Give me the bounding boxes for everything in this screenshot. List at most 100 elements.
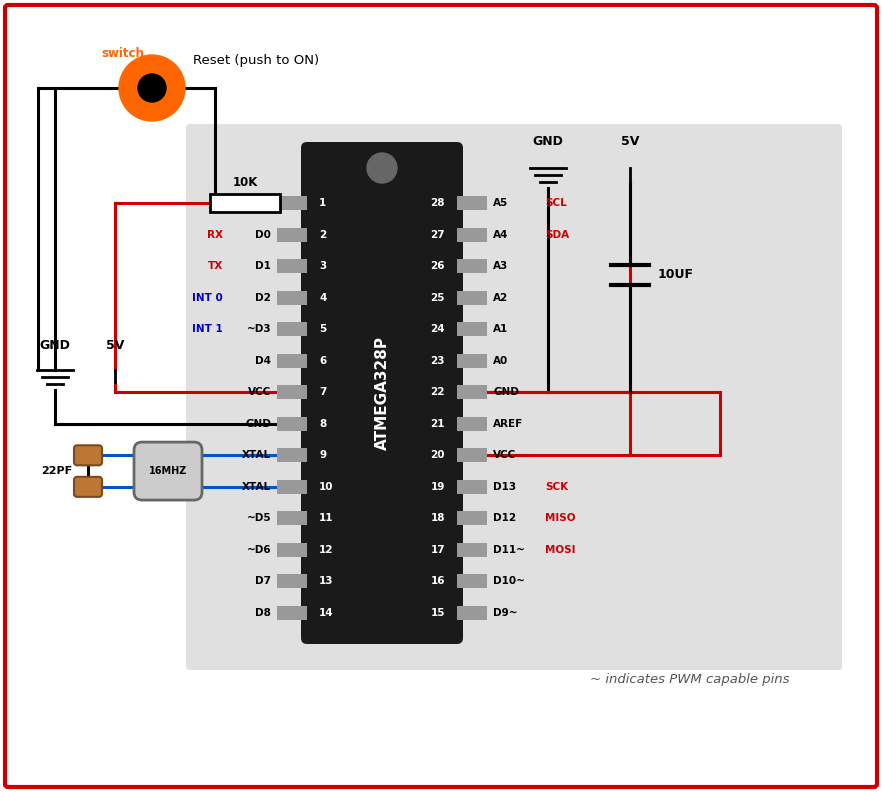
Text: A2: A2: [493, 292, 508, 303]
Bar: [277, 448, 307, 463]
Text: MOSI: MOSI: [545, 545, 575, 555]
Text: 3: 3: [319, 261, 326, 271]
Bar: [457, 480, 487, 494]
Text: ~D3: ~D3: [246, 324, 271, 334]
Text: D7: D7: [255, 577, 271, 586]
Bar: [457, 291, 487, 305]
Text: ~D5: ~D5: [246, 513, 271, 524]
Text: A0: A0: [493, 356, 508, 366]
Text: XTAL: XTAL: [242, 451, 271, 460]
Bar: [210, 194, 280, 212]
Bar: [457, 259, 487, 273]
Text: TX: TX: [208, 261, 223, 271]
Text: D0: D0: [255, 230, 271, 239]
Bar: [277, 354, 307, 367]
FancyBboxPatch shape: [134, 442, 202, 500]
Bar: [457, 385, 487, 399]
Text: 14: 14: [319, 608, 333, 618]
Text: D2: D2: [255, 292, 271, 303]
Text: switch: switch: [101, 47, 144, 60]
Bar: [277, 417, 307, 431]
FancyBboxPatch shape: [186, 124, 842, 670]
Text: 13: 13: [319, 577, 333, 586]
Bar: [457, 196, 487, 210]
Text: 17: 17: [430, 545, 445, 555]
Bar: [277, 196, 307, 210]
Text: 10UF: 10UF: [658, 268, 694, 281]
Bar: [277, 512, 307, 525]
Text: D1: D1: [255, 261, 271, 271]
Text: 10: 10: [319, 482, 333, 492]
Text: ~D6: ~D6: [246, 545, 271, 555]
Text: D4: D4: [255, 356, 271, 366]
Bar: [277, 385, 307, 399]
Circle shape: [367, 153, 397, 183]
Bar: [457, 574, 487, 588]
Bar: [457, 606, 487, 620]
Text: 22: 22: [430, 387, 445, 398]
Text: 19: 19: [430, 482, 445, 492]
Text: 10K: 10K: [232, 176, 258, 189]
Text: D12: D12: [493, 513, 516, 524]
Text: SDA: SDA: [545, 230, 569, 239]
Text: GND: GND: [245, 419, 271, 428]
Bar: [457, 512, 487, 525]
Text: VCC: VCC: [493, 451, 516, 460]
Bar: [457, 322, 487, 336]
Text: INT 0: INT 0: [192, 292, 223, 303]
Text: 11: 11: [319, 513, 333, 524]
Bar: [277, 227, 307, 242]
Bar: [457, 354, 487, 367]
Text: 5V: 5V: [621, 135, 639, 148]
Text: 4: 4: [319, 292, 326, 303]
Text: 6: 6: [319, 356, 326, 366]
Text: GND: GND: [493, 387, 519, 398]
Bar: [457, 227, 487, 242]
Bar: [277, 543, 307, 557]
Bar: [277, 259, 307, 273]
Text: A4: A4: [493, 230, 508, 239]
Bar: [457, 417, 487, 431]
Text: 15: 15: [430, 608, 445, 618]
Text: 16MHZ: 16MHZ: [149, 466, 187, 476]
Text: 22PF: 22PF: [41, 466, 72, 476]
Text: RESET: RESET: [234, 198, 271, 208]
Bar: [277, 574, 307, 588]
Text: 2: 2: [319, 230, 326, 239]
Text: D9~: D9~: [493, 608, 518, 618]
Text: VCC: VCC: [248, 387, 271, 398]
FancyBboxPatch shape: [74, 445, 102, 466]
Text: SCK: SCK: [545, 482, 568, 492]
Text: MISO: MISO: [545, 513, 575, 524]
Text: D13: D13: [493, 482, 516, 492]
Text: 12: 12: [319, 545, 333, 555]
Text: GND: GND: [40, 339, 71, 352]
Text: 25: 25: [430, 292, 445, 303]
Text: D8: D8: [255, 608, 271, 618]
Bar: [457, 543, 487, 557]
FancyBboxPatch shape: [301, 142, 463, 644]
Text: 5V: 5V: [106, 339, 124, 352]
Bar: [277, 322, 307, 336]
Text: 1: 1: [319, 198, 326, 208]
Text: ~ indicates PWM capable pins: ~ indicates PWM capable pins: [590, 673, 789, 687]
Text: Reset (push to ON): Reset (push to ON): [193, 54, 319, 67]
Circle shape: [138, 74, 166, 102]
Text: GND: GND: [533, 135, 564, 148]
Text: 16: 16: [430, 577, 445, 586]
Text: XTAL: XTAL: [242, 482, 271, 492]
Text: A1: A1: [493, 324, 508, 334]
Text: 8: 8: [319, 419, 326, 428]
Text: SCL: SCL: [545, 198, 567, 208]
Text: 21: 21: [430, 419, 445, 428]
Text: INT 1: INT 1: [192, 324, 223, 334]
Text: D11~: D11~: [493, 545, 525, 555]
Text: A5: A5: [493, 198, 508, 208]
Text: RX: RX: [207, 230, 223, 239]
Text: 27: 27: [430, 230, 445, 239]
Text: 20: 20: [430, 451, 445, 460]
Bar: [277, 291, 307, 305]
Text: ATMEGA328P: ATMEGA328P: [375, 336, 390, 450]
Text: 5: 5: [319, 324, 326, 334]
Text: 24: 24: [430, 324, 445, 334]
